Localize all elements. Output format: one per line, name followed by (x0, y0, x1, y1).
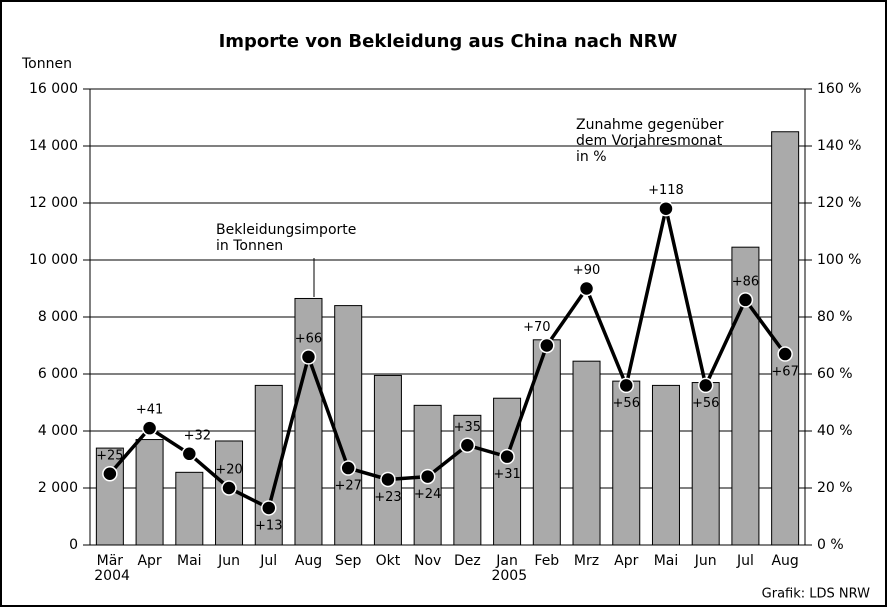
y-tick-label: 2 000 (38, 480, 78, 496)
data-label: +86 (732, 274, 759, 289)
y-tick-label: 16 000 (29, 81, 78, 97)
data-label: +70 (523, 320, 550, 335)
data-label: +32 (184, 428, 211, 443)
bar (651, 384, 680, 546)
line-marker (141, 420, 158, 436)
y-tick-label: 6 000 (38, 366, 78, 382)
bar (771, 131, 800, 546)
annotation: in Tonnen (216, 238, 283, 254)
x-tick-label: Jun (217, 553, 240, 569)
bar (135, 439, 164, 546)
line-marker (499, 448, 515, 465)
bar (334, 305, 363, 546)
annotation: in % (576, 149, 607, 165)
line-marker (459, 437, 476, 453)
y2-tick-label: 100 % (817, 252, 861, 268)
data-label: +20 (215, 463, 242, 478)
y-tick-label: 0 (69, 537, 78, 553)
bar (373, 374, 402, 546)
x-tick-label: Sep (335, 553, 362, 569)
bar (612, 380, 641, 546)
y2-tick-label: 0 % (817, 537, 844, 553)
line-marker (261, 500, 277, 516)
x-tick-label: Okt (376, 553, 401, 569)
y2-tick-label: 20 % (817, 480, 853, 496)
x-tick-label: Jan 2005 (487, 553, 527, 584)
y2-tick-label: 80 % (817, 309, 853, 325)
data-label: +90 (573, 263, 600, 278)
line-marker (181, 446, 198, 462)
data-label: +31 (493, 467, 520, 482)
line-marker (777, 346, 793, 362)
data-label: +13 (255, 518, 282, 533)
annotation: Bekleidungsimporte (216, 222, 356, 238)
y-axis-label: Tonnen (21, 56, 72, 72)
x-tick-label: Aug (771, 553, 798, 569)
bar (691, 382, 720, 546)
line (108, 206, 787, 510)
data-label: +56 (613, 396, 640, 411)
annotation: dem Vorjahresmonat (576, 133, 723, 149)
bar (294, 297, 323, 546)
x-tick-label: Nov (414, 553, 441, 569)
y2-tick-label: 140 % (817, 138, 861, 154)
y2-tick-label: 160 % (817, 81, 861, 97)
bar (493, 397, 522, 546)
data-label: +66 (295, 331, 322, 346)
data-label: +118 (648, 183, 684, 198)
line-marker (419, 468, 436, 485)
annotation: Zunahme gegenüber (576, 117, 724, 133)
line-marker (697, 377, 714, 394)
x-tick-label: Mai (177, 553, 202, 569)
data-label: +67 (771, 365, 798, 380)
line-marker (658, 200, 674, 217)
y2-tick-label: 120 % (817, 195, 861, 211)
data-label: +25 (96, 448, 123, 463)
bar (254, 384, 283, 546)
line-marker (300, 349, 317, 365)
x-tick-label: Mrz (574, 553, 599, 569)
bar (731, 246, 760, 546)
data-label: +35 (454, 420, 481, 435)
data-label: +27 (334, 479, 361, 494)
bar (453, 414, 482, 546)
x-tick-label: Jul (259, 553, 277, 569)
x-tick-label: Apr (614, 553, 638, 569)
line-marker (102, 466, 118, 482)
chart-title: Importe von Bekleidung aus China nach NR… (219, 31, 678, 52)
line-marker (380, 471, 396, 488)
x-tick-label: Apr (137, 553, 161, 569)
bar (572, 360, 601, 546)
line-marker (539, 337, 555, 354)
y-tick-label: 14 000 (29, 138, 78, 154)
line-marker (578, 280, 595, 297)
y-tick-label: 8 000 (38, 309, 78, 325)
x-tick-label: Aug (295, 553, 322, 569)
line-marker (340, 460, 356, 476)
line-marker (737, 292, 754, 308)
y2-tick-label: 60 % (817, 366, 853, 382)
y2-tick-label: 40 % (817, 423, 853, 439)
x-tick-label: Mai (654, 553, 679, 569)
x-tick-label: Jul (736, 553, 754, 569)
y-tick-label: 10 000 (29, 252, 78, 268)
line-marker (618, 377, 634, 394)
line-marker (221, 480, 237, 496)
bar (175, 471, 204, 546)
data-label: +41 (136, 403, 163, 418)
y-tick-label: 4 000 (38, 423, 78, 439)
data-label: +56 (692, 396, 719, 411)
x-tick-label: Feb (534, 553, 559, 569)
x-tick-label: Jun (694, 553, 717, 569)
y-tick-label: 12 000 (29, 195, 78, 211)
x-tick-label: Mär 2004 (90, 553, 130, 584)
x-tick-label: Dez (454, 553, 481, 569)
data-label: +24 (414, 487, 441, 502)
source: Grafik: LDS NRW (762, 587, 870, 602)
data-label: +23 (374, 490, 401, 505)
